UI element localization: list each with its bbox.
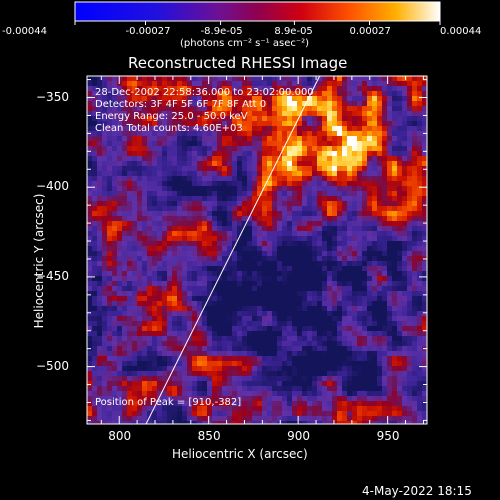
colorbar-tick-label: 0.00027 [349, 26, 391, 37]
x-tick-label: 950 [376, 429, 400, 443]
time-range-annotation: 28-Dec-2002 22:58:36.000 to 23:02:00.000 [95, 87, 314, 98]
x-axis-label: Heliocentric X (arcsec) [172, 447, 308, 461]
y-axis-label: Heliocentric Y (arcsec) [32, 193, 46, 329]
energy-range-annotation: Energy Range: 25.0 - 50.0 keV [95, 111, 248, 122]
peak-position-annotation: Position of Peak = [910,-382] [95, 397, 242, 408]
y-tick-label: −350 [36, 89, 69, 104]
colorbar-tick-label: 0.00044 [440, 26, 482, 37]
y-tick-label: −500 [36, 358, 69, 373]
heatmap-image [87, 76, 427, 424]
x-tick-label: 850 [197, 429, 221, 443]
colorbar-tick-label: -8.9e-05 [200, 26, 243, 37]
x-tick-label: 900 [287, 429, 311, 443]
footer-date: 4-May-2022 18:15 [362, 484, 472, 498]
colorbar [74, 1, 441, 22]
colorbar-units: (photons cm⁻² s⁻¹ asec⁻²) [180, 38, 310, 49]
colorbar-ticks [74, 21, 441, 25]
plot-frame [86, 75, 428, 425]
colorbar-tick-label: -0.00044 [2, 26, 47, 37]
clean-counts-annotation: Clean Total counts: 4.60E+03 [95, 123, 243, 134]
solar-limb-line [145, 75, 321, 425]
x-tick-label: 800 [108, 429, 132, 443]
detectors-annotation: Detectors: 3F 4F 5F 6F 7F 8F Att 0 [95, 99, 267, 110]
colorbar-tick-label: 8.9e-05 [274, 26, 313, 37]
chart-title: Reconstructed RHESSI Image [128, 54, 348, 72]
axis-ticks [87, 76, 427, 424]
colorbar-tick-label: -0.00027 [125, 26, 171, 37]
y-tick-label: −400 [36, 179, 69, 194]
y-tick-label: −450 [36, 268, 69, 283]
